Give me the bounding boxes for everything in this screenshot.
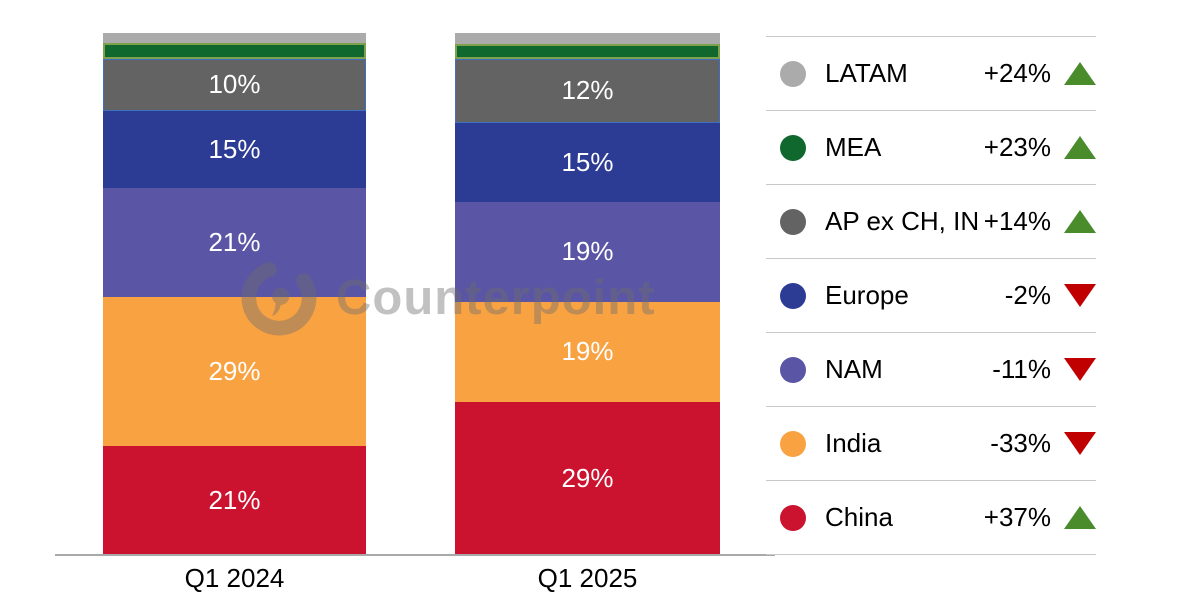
legend-change-europe: -2% (1004, 280, 1051, 310)
trend-down-icon (1064, 284, 1096, 307)
bar-segment-europe: 15% (455, 122, 720, 202)
legend: LATAM +24% MEA +23% AP ex CH, IN +14% Europe -2… (766, 36, 1096, 555)
x-axis-label-q1-2025: Q1 2025 (537, 563, 638, 593)
legend-label-europe: Europe (825, 280, 909, 310)
legend-row-latam: LATAM +24% (766, 36, 1096, 110)
bar-segment-nam: 21% (103, 188, 366, 297)
bar-segment-india: 29% (103, 296, 366, 447)
legend-swatch-mea (780, 134, 806, 161)
bar-segment-mea (455, 43, 720, 60)
bar-segment-ap-ex-ch-in: 12% (455, 59, 720, 123)
legend-label-india: India (825, 428, 882, 458)
stacked-bar-q1-2024: 10% 15% 21% 29% 21% (103, 33, 366, 555)
legend-row-india: India -33% (766, 406, 1096, 480)
trend-up-icon (1064, 210, 1096, 233)
trend-up-icon (1064, 136, 1096, 159)
legend-row-europe: Europe -2% (766, 258, 1096, 332)
legend-label-nam: NAM (825, 354, 883, 384)
bar-segment-china: 29% (455, 402, 720, 555)
legend-swatch-europe (780, 282, 806, 309)
legend-change-china: +37% (983, 502, 1051, 532)
bar-segment-india: 19% (455, 301, 720, 403)
legend-change-mea: +23% (983, 132, 1051, 162)
legend-change-india: -33% (990, 428, 1051, 458)
bar-segment-ap-ex-ch-in: 10% (103, 58, 366, 111)
x-axis-line (55, 554, 775, 556)
x-axis-label-q1-2024: Q1 2024 (184, 563, 285, 593)
legend-label-ap-ex-ch-in: AP ex CH, IN (825, 206, 980, 236)
legend-swatch-china (780, 504, 806, 531)
bar-segment-china: 21% (103, 446, 366, 555)
legend-row-ap-ex-ch-in: AP ex CH, IN +14% (766, 184, 1096, 258)
legend-row-nam: NAM -11% (766, 332, 1096, 406)
trend-up-icon (1064, 62, 1096, 85)
legend-swatch-india (780, 430, 806, 457)
bar-segment-nam: 19% (455, 201, 720, 302)
legend-row-mea: MEA +23% (766, 110, 1096, 184)
bar-segment-mea (103, 43, 366, 59)
legend-swatch-latam (780, 60, 806, 87)
bar-segment-latam (103, 33, 366, 44)
legend-change-latam: +24% (983, 58, 1051, 88)
legend-change-ap-ex-ch-in: +14% (983, 206, 1051, 236)
bar-segment-latam (455, 33, 720, 44)
legend-label-mea: MEA (825, 132, 882, 162)
trend-up-icon (1064, 506, 1096, 529)
bar-segment-europe: 15% (103, 110, 366, 189)
legend-swatch-ap-ex-ch-in (780, 208, 806, 235)
trend-down-icon (1064, 432, 1096, 455)
legend-label-latam: LATAM (825, 58, 908, 88)
trend-down-icon (1064, 358, 1096, 381)
legend-change-nam: -11% (992, 354, 1051, 384)
stacked-bar-q1-2025: 12% 15% 19% 19% 29% (455, 33, 720, 555)
legend-label-china: China (825, 502, 893, 532)
legend-swatch-nam (780, 356, 806, 383)
legend-row-china: China +37% (766, 480, 1096, 555)
